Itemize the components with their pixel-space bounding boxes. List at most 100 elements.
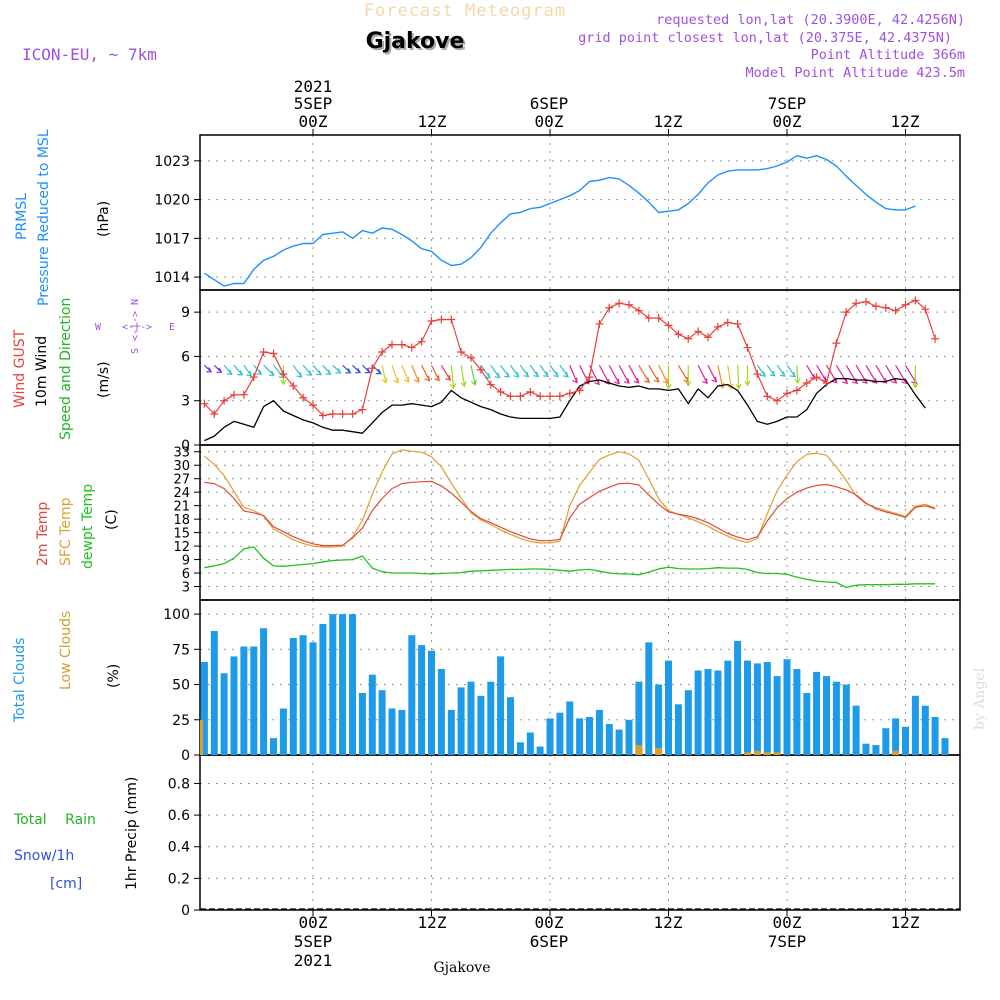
total-cloud-bar <box>349 614 356 755</box>
total-cloud-bar <box>862 743 870 755</box>
wind-arrow <box>697 365 708 384</box>
top-year: 2021 <box>294 77 333 96</box>
bottom-hour-2: 12Z <box>418 913 447 932</box>
wind-arrow <box>312 364 322 376</box>
wind-arrow-head <box>306 370 313 376</box>
top-day-1: 5SEP <box>294 94 333 113</box>
gust-marker <box>348 410 357 418</box>
total-cloud-bar <box>487 681 495 755</box>
low-cloud-bar <box>753 750 761 755</box>
wind-arrow <box>845 364 858 384</box>
wind-arrow <box>569 365 578 383</box>
total-cloud-bar <box>516 742 524 755</box>
prmsl-unit: (hPa) <box>96 201 112 237</box>
wind-arrow <box>727 365 733 389</box>
gust-marker <box>694 327 703 336</box>
total-cloud-bar <box>319 624 327 755</box>
y-tick-label: 1023 <box>154 154 190 170</box>
total-cloud-bar <box>684 690 692 755</box>
total-cloud-bar <box>566 701 574 755</box>
top-hour-4: 12Z <box>654 112 683 131</box>
wind-arrow-head <box>790 371 796 378</box>
total-cloud-bar <box>200 662 208 755</box>
gust-marker <box>575 386 584 395</box>
gust-marker <box>753 370 762 379</box>
wind-arrow-head <box>662 378 669 385</box>
wind-arrow-head <box>445 374 452 381</box>
dewpt-label: dewpt Temp <box>80 484 96 569</box>
wind-arrow-head <box>460 381 467 388</box>
compass-n: N <box>130 299 141 305</box>
gust-marker <box>200 399 209 408</box>
temp-unit: (C) <box>104 509 120 530</box>
sfc-temp-line <box>204 449 936 548</box>
y-tick-label: 6 <box>182 567 190 582</box>
gust-marker <box>279 370 288 379</box>
y-tick-label: 12 <box>173 540 190 555</box>
sfc-label: SFC Temp <box>58 497 74 566</box>
gust-marker <box>467 353 475 362</box>
total-cloud-bar <box>832 681 840 755</box>
bottom-day-1: 5SEP <box>294 932 333 951</box>
y-tick-label: 100 <box>163 607 190 623</box>
total-cloud-bar <box>813 671 821 755</box>
y-tick-label: 21 <box>173 500 190 515</box>
chart-title: Forecast Meteogram <box>364 1 566 21</box>
gust-marker <box>457 348 466 356</box>
gust-marker <box>565 389 574 398</box>
gust-marker <box>496 387 505 396</box>
point-altitude: Point Altitude 366m <box>811 47 965 63</box>
gust-marker <box>773 396 782 405</box>
low-cloud-bar <box>655 748 663 755</box>
gust-marker <box>427 317 436 325</box>
total-cloud-bar <box>378 690 386 755</box>
gust-marker <box>684 334 693 343</box>
gust-marker <box>674 330 683 339</box>
wind-arrow <box>559 364 569 378</box>
gust-marker <box>328 410 337 418</box>
wind-arrow <box>707 365 717 383</box>
gust-marker <box>852 299 861 308</box>
wind-arrow <box>470 365 476 385</box>
gust-marker <box>506 392 515 401</box>
dewpt-line <box>204 546 936 589</box>
total-cloud-bar <box>902 726 909 755</box>
wind-arrow <box>756 364 766 377</box>
y-tick-label: 15 <box>173 527 190 542</box>
wind-arrow <box>292 364 303 378</box>
gust-marker <box>536 392 545 401</box>
wind-arrow-head <box>842 378 849 385</box>
total-cloud-bar <box>921 705 929 755</box>
wind-arrow-head <box>364 367 371 374</box>
top-hour-6: 12Z <box>891 112 920 131</box>
total-cloud-bar <box>536 746 544 755</box>
prmsl-label: PRMSL <box>14 193 30 240</box>
gust-marker <box>546 392 554 401</box>
total-cloud-bar <box>358 693 366 755</box>
wind-arrow-head <box>604 378 611 385</box>
wind-arrow-head <box>702 378 708 385</box>
total-cloud-bar <box>744 660 751 755</box>
wind-arrow <box>628 365 640 384</box>
gust-marker <box>368 364 377 373</box>
wind-unit: (m/s) <box>96 361 112 398</box>
top-hour-5: 00Z <box>773 112 802 131</box>
total-cloud-bar <box>398 709 406 755</box>
total-cloud-bar <box>507 697 514 755</box>
total-cloud-bar <box>655 684 663 755</box>
wind-arrow-head <box>296 371 303 378</box>
gust-marker <box>388 340 396 349</box>
wind-arrow-head <box>504 372 510 378</box>
total-cloud-bar <box>694 670 702 755</box>
total-cloud-bar <box>615 729 623 755</box>
total-cloud-bar <box>753 663 761 755</box>
total-cloud-bar <box>724 660 732 755</box>
gust-marker <box>792 386 801 395</box>
gust-marker <box>802 379 811 387</box>
total-cloud-bar <box>773 676 781 755</box>
low-cloud-bar <box>200 719 203 755</box>
gust-marker <box>713 322 722 331</box>
compass-arrow-ns: <-|-> <box>130 311 141 341</box>
wind-arrow-head <box>871 378 878 384</box>
